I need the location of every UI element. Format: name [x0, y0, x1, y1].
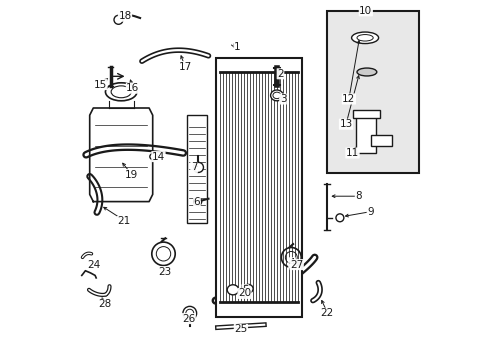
Bar [326, 11, 418, 173]
Ellipse shape [285, 251, 297, 264]
Text: 8: 8 [355, 191, 361, 201]
Ellipse shape [111, 86, 131, 98]
Text: 11: 11 [345, 148, 358, 158]
Text: 17: 17 [178, 62, 191, 72]
Ellipse shape [151, 242, 175, 266]
Ellipse shape [193, 162, 203, 172]
Text: 28: 28 [98, 299, 111, 309]
Ellipse shape [335, 214, 343, 222]
Bar [352, 110, 379, 118]
Text: 23: 23 [158, 267, 171, 277]
Text: 18: 18 [118, 11, 131, 21]
Text: 2: 2 [277, 69, 283, 79]
Text: 16: 16 [126, 83, 139, 93]
Text: 13: 13 [339, 119, 352, 129]
Text: 25: 25 [234, 324, 247, 334]
Text: 22: 22 [320, 308, 333, 318]
Ellipse shape [114, 15, 123, 24]
Text: 14: 14 [152, 152, 165, 162]
Text: 9: 9 [366, 207, 373, 217]
Ellipse shape [193, 198, 201, 206]
Text: 21: 21 [117, 216, 130, 226]
Text: 6: 6 [193, 197, 200, 207]
Text: 4: 4 [288, 258, 295, 268]
Ellipse shape [351, 32, 378, 44]
Ellipse shape [227, 285, 238, 295]
Text: 20: 20 [238, 288, 250, 298]
Text: 27: 27 [289, 260, 303, 270]
Ellipse shape [281, 248, 301, 267]
Ellipse shape [356, 35, 372, 41]
Ellipse shape [270, 90, 283, 101]
Text: 24: 24 [87, 260, 101, 270]
Ellipse shape [243, 284, 253, 293]
Polygon shape [89, 108, 152, 202]
Text: 7: 7 [190, 162, 197, 172]
Bar [215, 58, 302, 317]
Text: 26: 26 [182, 314, 195, 324]
Ellipse shape [183, 306, 196, 320]
Bar [186, 115, 206, 223]
Bar [370, 135, 391, 146]
Ellipse shape [149, 153, 158, 160]
Ellipse shape [272, 92, 280, 99]
Bar [355, 115, 375, 153]
Ellipse shape [105, 83, 137, 101]
Ellipse shape [185, 309, 193, 317]
Ellipse shape [156, 247, 170, 261]
Ellipse shape [356, 68, 376, 76]
Text: 1: 1 [234, 42, 240, 52]
Text: 3: 3 [279, 94, 286, 104]
Text: 12: 12 [342, 94, 355, 104]
Text: 5: 5 [242, 285, 248, 295]
Text: 19: 19 [125, 170, 138, 180]
Text: 15: 15 [94, 80, 107, 90]
Text: 10: 10 [359, 6, 372, 16]
Bar [326, 11, 418, 173]
